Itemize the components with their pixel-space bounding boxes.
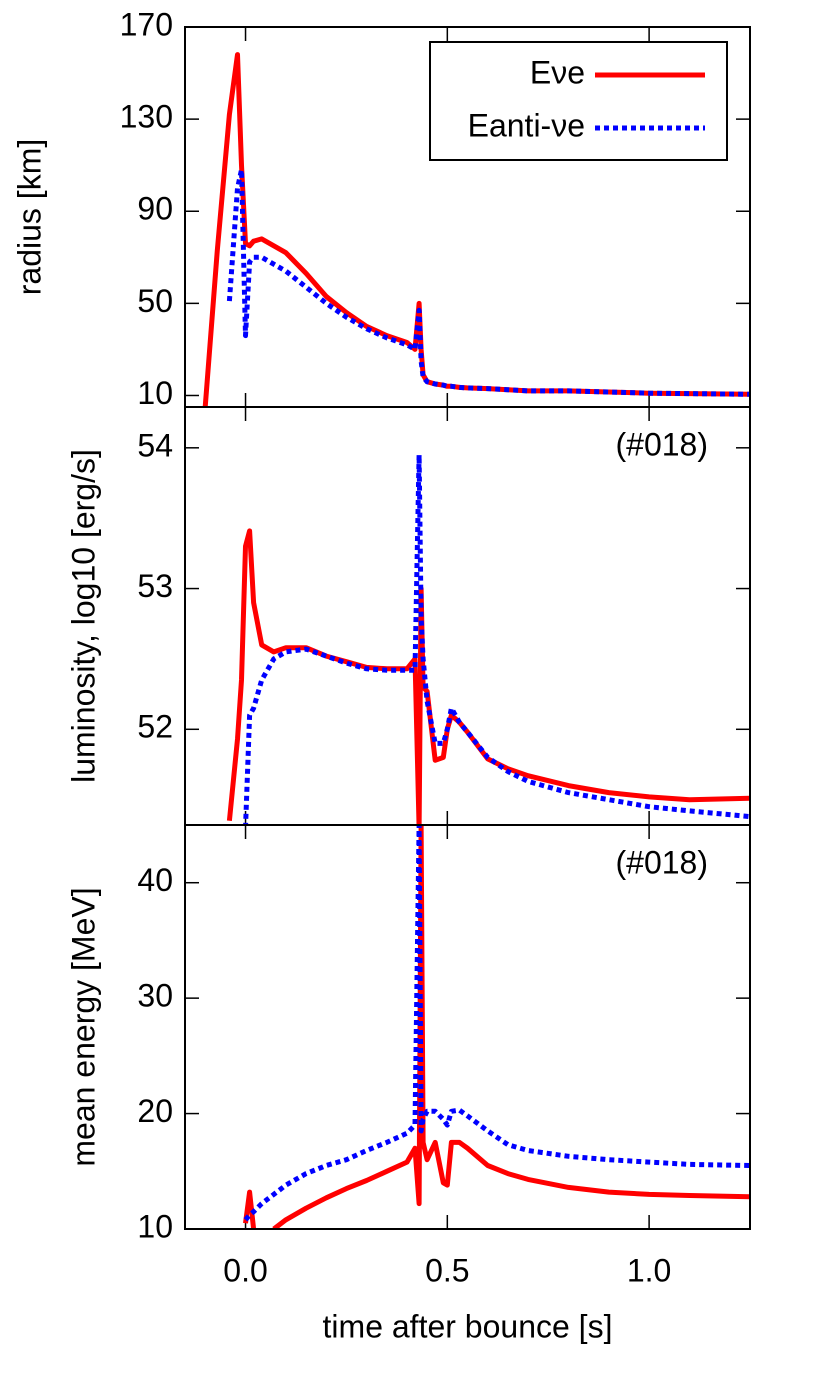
- y-axis-title: mean energy [MeV]: [65, 887, 101, 1166]
- y-tick-label: 53: [137, 568, 173, 604]
- y-tick-label: 54: [137, 427, 173, 463]
- series-group: [226, 452, 750, 825]
- y-tick-label: 30: [137, 978, 173, 1014]
- y-tick-label: 52: [137, 709, 173, 745]
- y-tick-label: 50: [137, 283, 173, 319]
- y-tick-label: 40: [137, 862, 173, 898]
- legend-label: Eanti-νe: [468, 107, 585, 143]
- legend-box: [429, 41, 728, 161]
- y-axis-title: radius [km]: [11, 139, 47, 295]
- legend: Eνe Eanti-νe: [429, 41, 728, 161]
- x-tick-label: 0.5: [425, 1252, 469, 1288]
- series-line: [243, 452, 750, 825]
- annotation: (#018): [616, 844, 709, 880]
- y-tick-label: 130: [120, 99, 173, 135]
- y-tick-label: 20: [137, 1093, 173, 1129]
- annotation: (#018): [616, 426, 709, 462]
- plot-frame: [184, 406, 751, 826]
- y-tick-label: 10: [137, 1208, 173, 1244]
- legend-label: Eνe: [530, 54, 585, 90]
- y-tick-label: 10: [137, 375, 173, 411]
- series-line: [226, 167, 750, 397]
- y-tick-label: 90: [137, 191, 173, 227]
- series-line: [243, 825, 750, 1229]
- x-tick-label: 0.0: [223, 1252, 267, 1288]
- series-group: [202, 52, 750, 407]
- x-axis-title: time after bounce [s]: [323, 1308, 613, 1344]
- x-tick-label: 1.0: [627, 1252, 671, 1288]
- series-line: [226, 528, 750, 825]
- series-line: [243, 825, 750, 1222]
- series-group: [243, 825, 750, 1229]
- y-axis-title: luminosity, log10 [erg/s]: [65, 449, 101, 783]
- y-tick-label: 170: [120, 6, 173, 42]
- plot-frame: [184, 824, 751, 1230]
